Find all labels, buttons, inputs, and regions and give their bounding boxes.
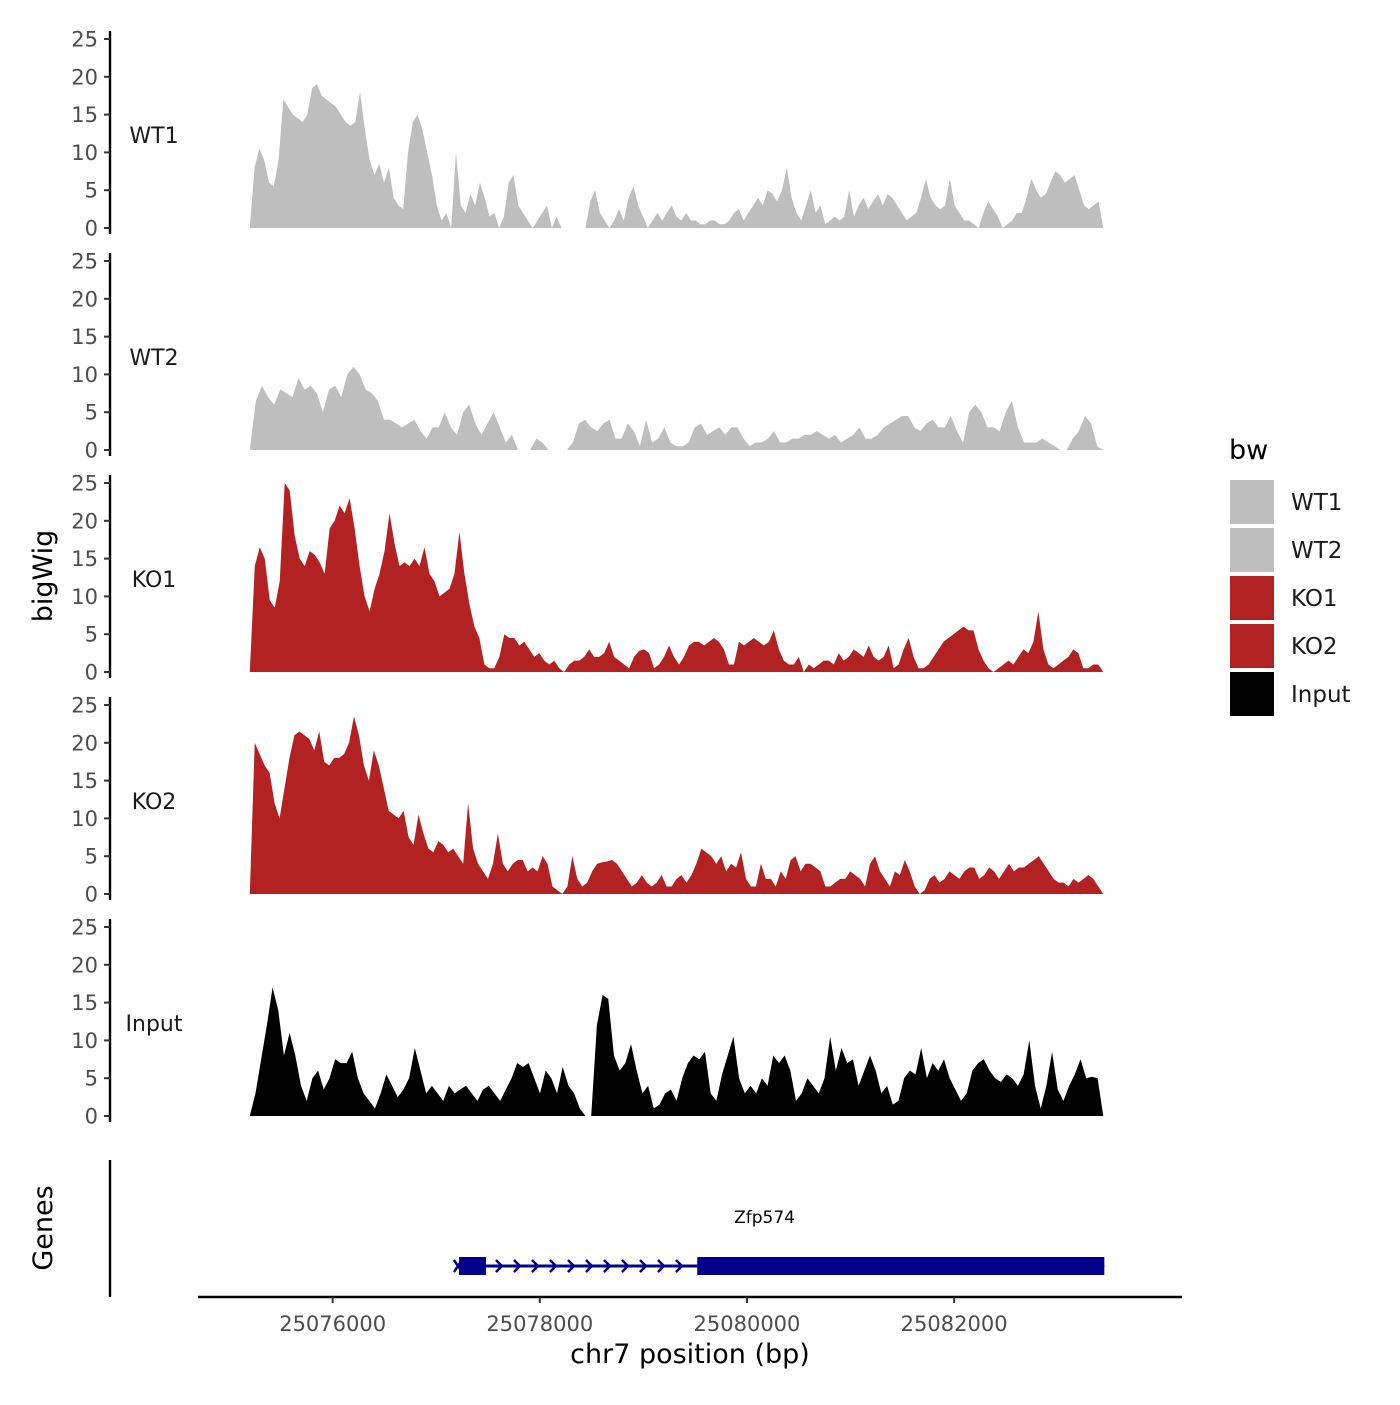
coverage-panels: 0510152025WT10510152025WT20510152025KO10…	[71, 28, 1104, 1129]
strand-arrow-icon	[657, 1259, 666, 1273]
y-tick-label-ko1-15: 15	[71, 547, 98, 571]
y-tick-label-ko1-0: 0	[85, 661, 98, 685]
y-tick-label-ko1-5: 5	[85, 623, 98, 647]
legend-swatch-ko1	[1230, 576, 1274, 620]
panel-wt2: 0 5 10 15 20 25 WT2	[71, 250, 1104, 463]
strand-arrow-icon	[639, 1259, 648, 1273]
legend-swatch-ko2	[1230, 624, 1274, 668]
y-tick-label-wt1-0: 0	[85, 217, 98, 241]
strand-arrow-icon	[513, 1259, 522, 1273]
y-tick-label-wt1-10: 10	[71, 141, 98, 165]
x-tick-label-25078000: 25078000	[486, 1312, 593, 1336]
track-label-ko2: KO2	[132, 790, 177, 815]
y-tick-label-ko1-10: 10	[71, 585, 98, 609]
legend-swatch-wt1	[1230, 480, 1274, 524]
gene-track-title: Genes	[28, 1185, 59, 1270]
y-tick-label-ko2-25: 25	[71, 694, 98, 718]
strand-arrow-icon	[495, 1259, 504, 1273]
y-tick-label-input-5: 5	[85, 1067, 98, 1091]
track-label-ko1: KO1	[132, 568, 177, 593]
gene-model	[452, 1257, 1105, 1275]
y-tick-label-wt2-25: 25	[71, 250, 98, 274]
y-tick-label-ko2-5: 5	[85, 845, 98, 869]
coverage-area-ko2	[249, 716, 1104, 894]
x-tick-label-25080000: 25080000	[694, 1312, 801, 1336]
legend-swatch-input	[1230, 672, 1274, 716]
gene-exon-2	[697, 1257, 1105, 1275]
y-tick-label-wt2-0: 0	[85, 439, 98, 463]
coverage-area-wt2	[249, 366, 1104, 450]
y-tick-label-wt1-15: 15	[71, 103, 98, 127]
y-tick-label-wt1-5: 5	[85, 179, 98, 203]
y-tick-label-ko1-25: 25	[71, 472, 98, 496]
strand-arrow-icon	[531, 1259, 540, 1273]
y-tick-label-wt2-20: 20	[71, 287, 98, 311]
coverage-area-input	[249, 987, 1104, 1116]
legend-label-ko1: KO1	[1291, 586, 1338, 612]
y-tick-label-wt1-20: 20	[71, 65, 98, 89]
coverage-area-ko1	[249, 483, 1104, 672]
coverage-area-wt1	[249, 84, 1104, 228]
strand-arrow-icon	[585, 1259, 594, 1273]
x-tick-label-25076000: 25076000	[279, 1312, 386, 1336]
strand-arrow-icon	[603, 1259, 612, 1273]
legend: bw WT1 WT2 KO1 KO2 Input	[1229, 435, 1351, 716]
y-tick-label-input-20: 20	[71, 953, 98, 977]
panel-ko1: 0 5 10 15 20 25 KO1	[71, 472, 1104, 685]
legend-label-wt2: WT2	[1291, 538, 1342, 564]
y-tick-label-ko2-20: 20	[71, 731, 98, 755]
y-tick-label-ko2-10: 10	[71, 807, 98, 831]
y-tick-label-wt2-10: 10	[71, 363, 98, 387]
y-tick-label-input-0: 0	[85, 1105, 98, 1129]
y-tick-label-input-10: 10	[71, 1029, 98, 1053]
panel-wt1: 0 5 10 15 20 25 WT1	[71, 28, 1104, 241]
track-label-input: Input	[126, 1012, 183, 1037]
legend-swatch-wt2	[1230, 528, 1274, 572]
legend-title: bw	[1229, 435, 1268, 466]
strand-arrow-icon	[567, 1259, 576, 1273]
legend-label-wt1: WT1	[1291, 490, 1342, 516]
legend-label-ko2: KO2	[1291, 634, 1338, 660]
y-tick-label-ko2-15: 15	[71, 769, 98, 793]
y-tick-label-wt1-25: 25	[71, 28, 98, 52]
gene-track: Zfp574	[108, 1160, 1105, 1297]
strand-arrow-icon	[621, 1259, 630, 1273]
gene-exon-1	[459, 1257, 486, 1275]
panel-input: 0 5 10 15 20 25 Input	[71, 916, 1104, 1129]
legend-label-input: Input	[1291, 682, 1351, 708]
y-tick-label-input-15: 15	[71, 991, 98, 1015]
strand-arrow-icon	[549, 1259, 558, 1273]
x-tick-label-25082000: 25082000	[901, 1312, 1008, 1336]
gene-label: Zfp574	[734, 1208, 795, 1228]
track-label-wt2: WT2	[129, 346, 178, 371]
y-tick-label-wt2-15: 15	[71, 325, 98, 349]
strand-arrow-icon	[675, 1259, 684, 1273]
y-tick-label-ko1-20: 20	[71, 509, 98, 533]
x-axis: 25076000 25078000 25080000 25082000	[198, 1295, 1182, 1336]
x-axis-title: chr7 position (bp)	[570, 1339, 810, 1370]
y-tick-label-wt2-5: 5	[85, 401, 98, 425]
track-label-wt1: WT1	[129, 124, 178, 149]
y-tick-label-input-25: 25	[71, 916, 98, 940]
panel-ko2: 0 5 10 15 20 25 KO2	[71, 694, 1104, 907]
y-tick-label-ko2-0: 0	[85, 883, 98, 907]
y-axis-title: bigWig	[28, 530, 59, 623]
